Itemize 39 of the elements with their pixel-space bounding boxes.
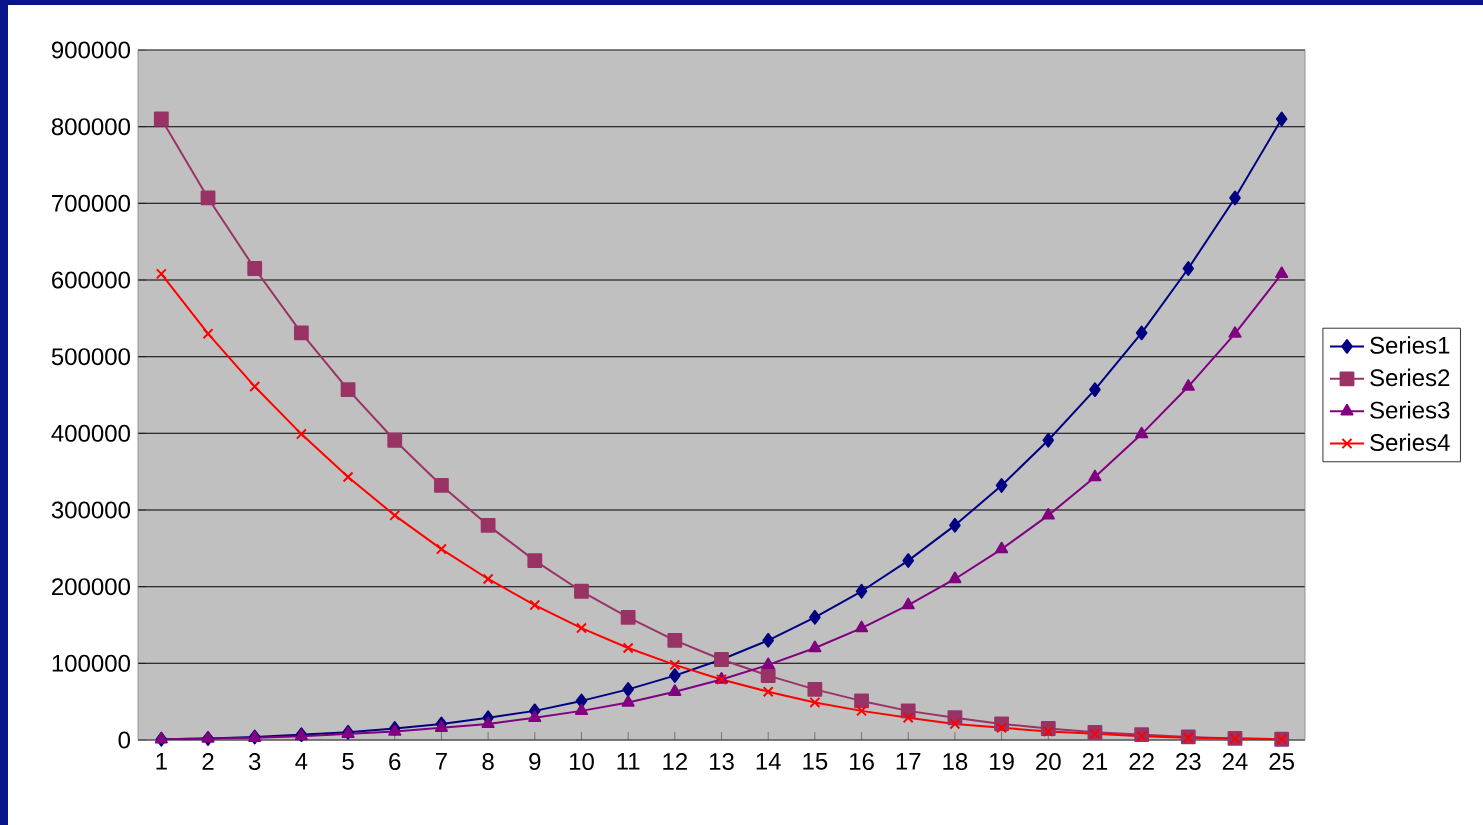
x-tick-label: 10 bbox=[569, 753, 594, 771]
x-tick-label: 14 bbox=[756, 753, 781, 770]
x-tick-label: 17 bbox=[896, 753, 921, 770]
y-tick-label: 200000 bbox=[52, 578, 130, 596]
y-tick-label: 600000 bbox=[52, 271, 130, 289]
legend-label: Series4 bbox=[1370, 433, 1450, 451]
x-tick-label: 5 bbox=[342, 753, 354, 770]
legend-label: Series2 bbox=[1370, 368, 1450, 387]
x-tick-label: 9 bbox=[529, 753, 541, 771]
y-tick-label: 0 bbox=[118, 731, 131, 749]
x-tick-label: 13 bbox=[709, 753, 734, 771]
x-tick-label: 19 bbox=[990, 753, 1014, 771]
y-tick-label: 500000 bbox=[51, 348, 130, 366]
x-tick-label: 1 bbox=[156, 753, 167, 770]
x-tick-label: 7 bbox=[435, 753, 447, 770]
x-tick-label: 3 bbox=[248, 753, 261, 771]
y-tick-label: 700000 bbox=[52, 194, 130, 212]
x-tick-label: 4 bbox=[295, 753, 308, 770]
x-tick-label: 23 bbox=[1176, 753, 1201, 771]
x-tick-label: 8 bbox=[482, 753, 494, 771]
y-tick-label: 100000 bbox=[52, 654, 130, 672]
x-tick-label: 24 bbox=[1222, 753, 1248, 770]
x-tick-label: 6 bbox=[389, 753, 401, 771]
x-tick-label: 21 bbox=[1082, 753, 1108, 770]
x-tick-label: 20 bbox=[1036, 753, 1061, 771]
x-tick-label: 15 bbox=[803, 753, 828, 770]
y-tick-label: 400000 bbox=[51, 424, 130, 442]
x-tick-label: 18 bbox=[943, 753, 968, 771]
x-tick-label: 12 bbox=[663, 753, 687, 770]
x-tick-label: 25 bbox=[1269, 753, 1294, 771]
y-tick-label: 300000 bbox=[51, 501, 130, 519]
x-tick-label: 11 bbox=[617, 753, 640, 770]
x-tick-label: 2 bbox=[202, 753, 214, 770]
y-tick-label: 900000 bbox=[51, 41, 130, 59]
legend-label: Series1 bbox=[1370, 336, 1450, 354]
y-tick-label: 800000 bbox=[51, 118, 130, 136]
x-tick-label: 16 bbox=[850, 753, 874, 771]
x-tick-label: 22 bbox=[1129, 753, 1154, 770]
legend-label: Series3 bbox=[1370, 401, 1450, 419]
